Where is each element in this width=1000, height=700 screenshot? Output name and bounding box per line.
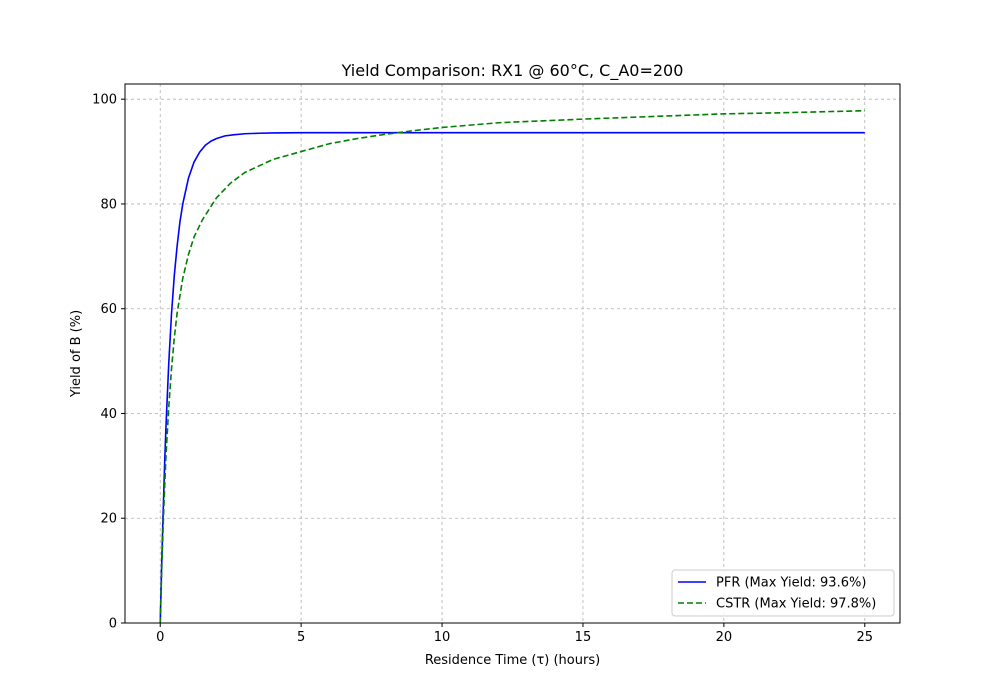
x-tick-label: 0 bbox=[156, 630, 164, 645]
x-tick-label: 5 bbox=[297, 630, 305, 645]
x-tick-label: 10 bbox=[434, 630, 451, 645]
x-tick-label: 20 bbox=[716, 630, 733, 645]
legend-box bbox=[671, 569, 895, 617]
x-tick-label: 25 bbox=[856, 630, 873, 645]
y-tick-label: 0 bbox=[109, 617, 117, 632]
legend-label-1: PFR (Max Yield: 93.6%) bbox=[716, 576, 866, 591]
y-tick-label: 100 bbox=[92, 93, 117, 108]
series-line-2 bbox=[159, 109, 865, 624]
legend-label-2: CSTR (Max Yield: 97.8%) bbox=[716, 597, 876, 612]
legend: PFR (Max Yield: 93.6%) CSTR (Max Yield: 9… bbox=[671, 569, 895, 617]
series-layer bbox=[159, 109, 865, 624]
chart-title: Yield Comparison: RX1 @ 60°C, C_A0=200 bbox=[341, 61, 684, 81]
y-tick-label: 80 bbox=[100, 197, 117, 212]
x-axis-label: Residence Time (τ) (hours) bbox=[425, 653, 600, 668]
y-tick-label: 40 bbox=[100, 407, 117, 422]
ticks: 0 5 10 15 20 25 0 20 40 60 80 100 bbox=[92, 93, 873, 645]
plot-frame bbox=[124, 83, 901, 624]
y-axis-label: Yield of B (%) bbox=[69, 310, 84, 398]
y-tick-label: 20 bbox=[100, 512, 117, 527]
x-tick-label: 15 bbox=[575, 630, 592, 645]
y-tick-label: 60 bbox=[100, 302, 117, 317]
series-line-1 bbox=[159, 131, 865, 624]
